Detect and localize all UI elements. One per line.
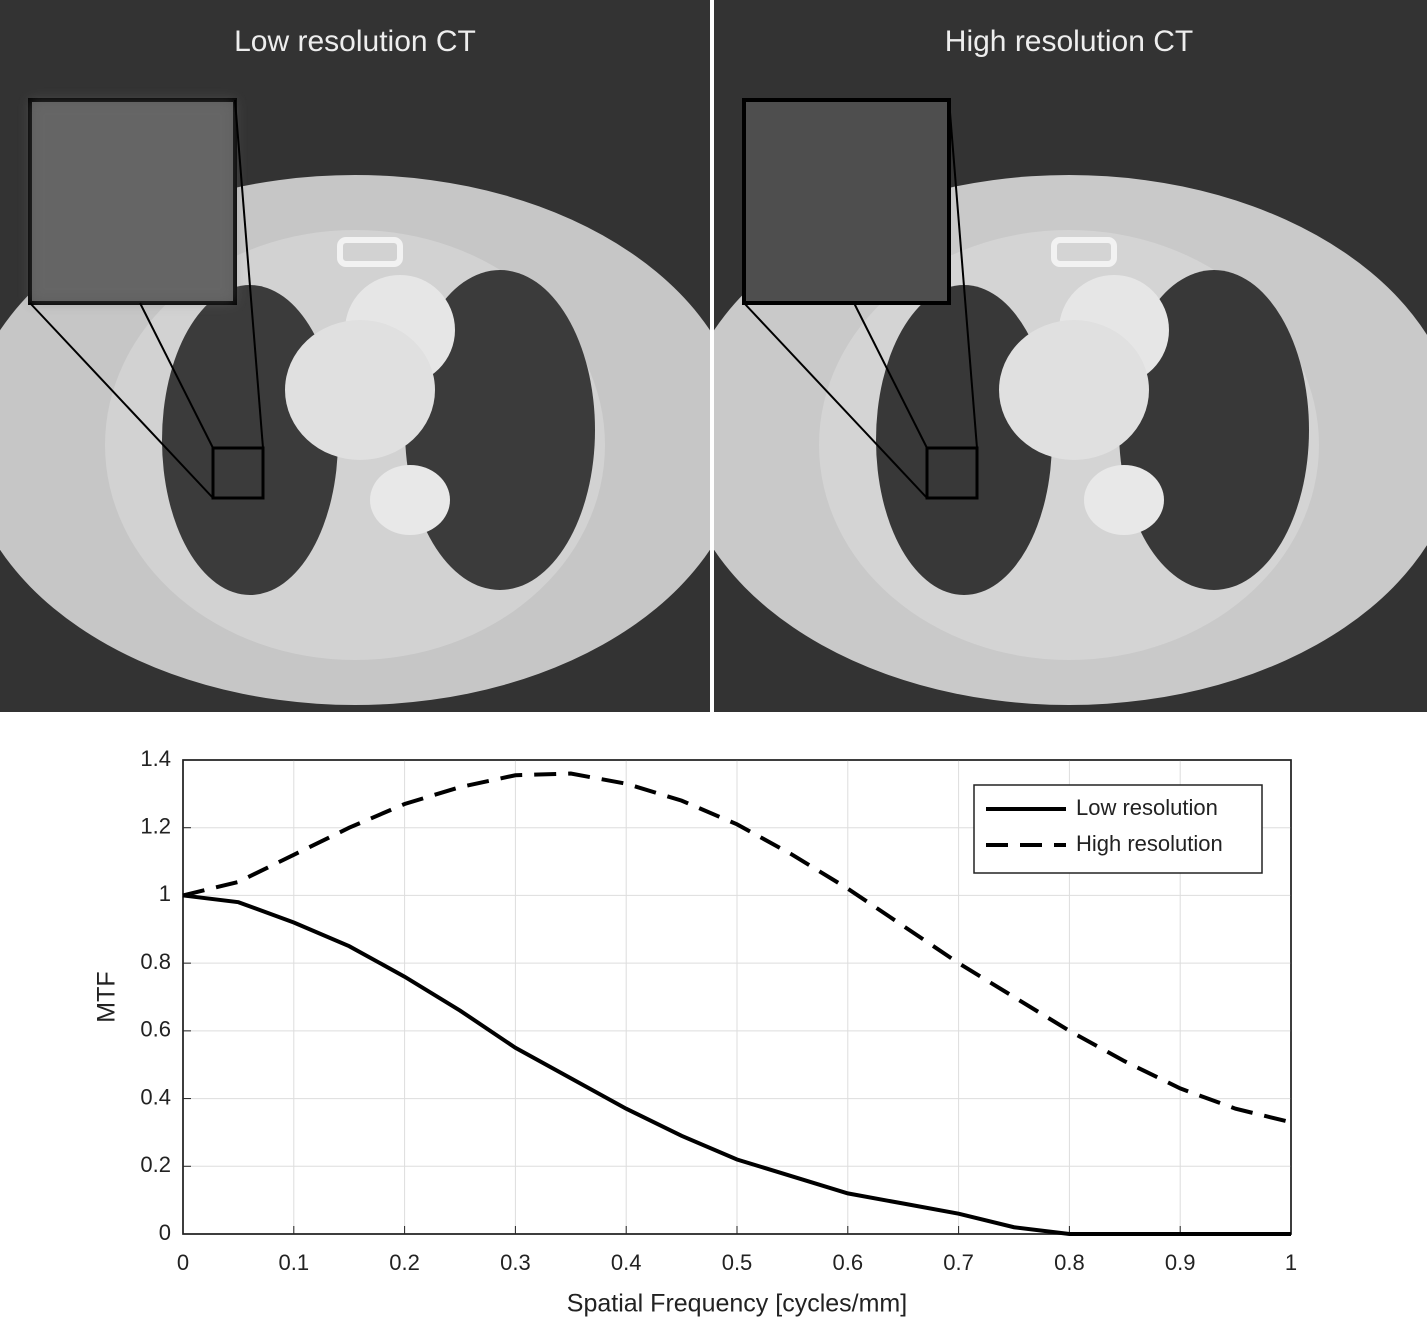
y-tick-label: 0.6 <box>140 1017 171 1042</box>
y-tick-label: 0 <box>159 1220 171 1245</box>
ct-image-low <box>0 0 710 712</box>
x-tick-label: 0.7 <box>943 1250 974 1275</box>
y-tick-label: 1.4 <box>140 746 171 771</box>
x-tick-label: 0.8 <box>1054 1250 1085 1275</box>
y-tick-label: 0.4 <box>140 1084 171 1109</box>
image-title: Low resolution CT <box>234 25 476 58</box>
x-tick-label: 0.5 <box>722 1250 753 1275</box>
legend-box <box>973 784 1263 874</box>
y-tick-label: 0.2 <box>140 1152 171 1177</box>
x-tick-label: 0.3 <box>500 1250 531 1275</box>
x-tick-label: 0 <box>177 1250 189 1275</box>
x-tick-label: 0.2 <box>389 1250 420 1275</box>
x-tick-label: 0.9 <box>1165 1250 1196 1275</box>
x-tick-label: 0.6 <box>833 1250 864 1275</box>
x-axis-label: Spatial Frequency [cycles/mm] <box>567 1290 907 1318</box>
image-title: High resolution CT <box>945 25 1193 58</box>
plot-frame <box>182 759 1292 1235</box>
legend-label: High resolution <box>1076 831 1223 856</box>
legend-label: Low resolution <box>1076 795 1218 820</box>
y-tick-label: 0.8 <box>140 949 171 974</box>
ct-image-high <box>714 0 1427 712</box>
x-tick-label: 1 <box>1285 1250 1297 1275</box>
series-line <box>182 771 1292 1125</box>
y-tick-label: 1.2 <box>140 814 171 839</box>
series-line <box>182 893 1291 1236</box>
y-tick-label: 1 <box>159 881 171 906</box>
y-axis-label: MTF <box>93 971 121 1022</box>
x-tick-label: 0.1 <box>279 1250 310 1275</box>
x-tick-label: 0.4 <box>611 1250 642 1275</box>
